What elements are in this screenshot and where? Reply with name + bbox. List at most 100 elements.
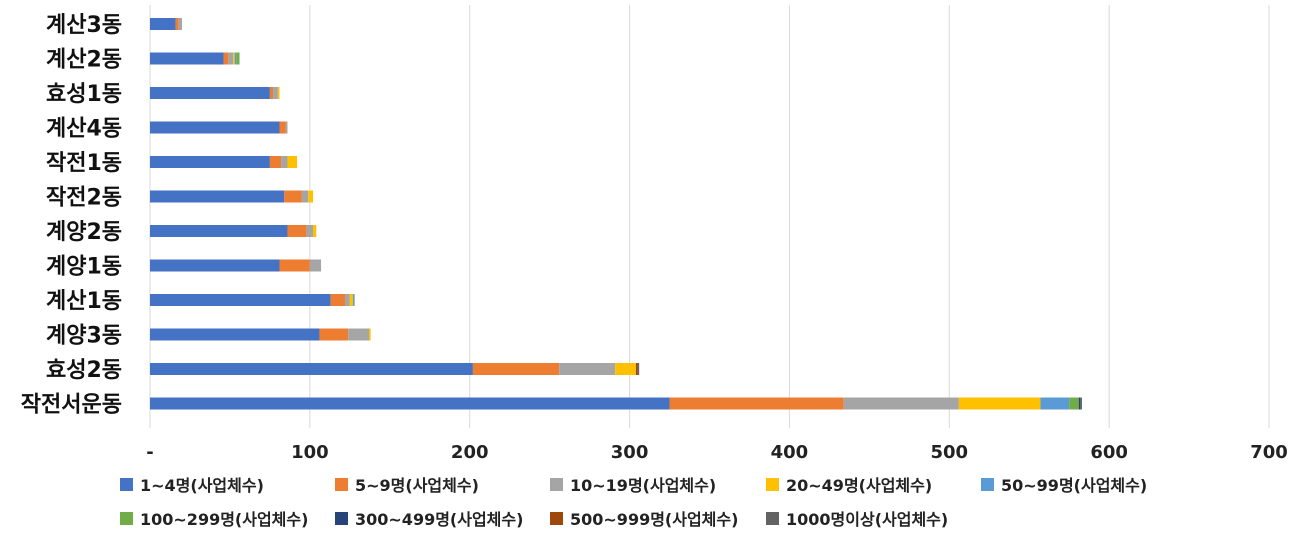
x-tick-label: 300 xyxy=(611,442,649,463)
bar-segment xyxy=(669,397,844,410)
bar-segment xyxy=(1078,397,1081,410)
category-label: 계산2동 xyxy=(46,48,122,73)
bar-chart: 계산3동계산2동효성1동계산4동작전1동작전2동계양2동계양1동계산1동계양3동… xyxy=(21,5,1288,463)
legend-row: 1~4명(사업체수) 5~9명(사업체수) 10~19명(사업체수) 20~49명(사… xyxy=(0,472,1301,498)
bar-segment xyxy=(236,52,240,65)
category-label: 계양2동 xyxy=(46,220,122,245)
bar-segment xyxy=(559,363,616,375)
x-tick-labels: - 100 200 300 400 500 600 700 xyxy=(146,442,1288,463)
bar-segment xyxy=(150,225,288,237)
bar-segment xyxy=(233,52,235,65)
bar-segment xyxy=(615,363,636,375)
category-label: 작전1동 xyxy=(46,151,122,176)
bar-segment xyxy=(279,259,310,272)
bar-segment xyxy=(1080,397,1082,410)
legend-swatch xyxy=(120,511,133,525)
bar-segment xyxy=(150,294,331,306)
bar-segment xyxy=(309,259,322,272)
bar-segment xyxy=(348,328,370,341)
bar-segment xyxy=(269,156,282,168)
bar-segment xyxy=(150,363,473,375)
x-tick-label: 600 xyxy=(1090,442,1128,463)
x-tick-label: 200 xyxy=(451,442,489,463)
bar-segment xyxy=(958,397,1041,410)
bar-segment xyxy=(150,156,270,168)
legend-item: 500~999명(사업체수) xyxy=(550,506,738,530)
category-label: 계양1동 xyxy=(46,255,122,280)
bar-segment xyxy=(301,190,309,203)
bar-segment xyxy=(281,156,288,168)
bar-segment xyxy=(472,363,560,375)
bar-segment xyxy=(175,18,179,30)
bar-segment xyxy=(287,156,298,168)
bar-segment xyxy=(306,225,314,237)
category-labels: 계산3동계산2동효성1동계산4동작전1동작전2동계양2동계양1동계산1동계양3동… xyxy=(21,13,122,418)
legend-swatch xyxy=(335,477,348,491)
bar-segment xyxy=(228,52,234,65)
bar-segment xyxy=(150,52,224,65)
bar-segment xyxy=(1069,397,1079,410)
category-label: 계산1동 xyxy=(46,289,122,314)
bar-segment xyxy=(635,363,638,375)
legend-label: 500~999명(사업체수) xyxy=(570,510,739,529)
legend-label: 1~4명(사업체수) xyxy=(140,476,264,495)
legend-item: 20~49명(사업체수) xyxy=(766,472,932,496)
bars xyxy=(150,18,1082,410)
bar-segment xyxy=(1040,397,1070,410)
x-tick-label: 400 xyxy=(771,442,809,463)
bar-segment xyxy=(349,294,354,306)
bar-segment xyxy=(150,328,320,341)
bar-segment xyxy=(279,121,286,134)
legend-swatch xyxy=(766,477,779,491)
legend-item: 300~499명(사업체수) xyxy=(335,506,523,530)
bar-segment xyxy=(178,18,182,30)
bar-segment xyxy=(150,190,285,203)
legend-swatch xyxy=(120,477,133,491)
legend-item: 100~299명(사업체수) xyxy=(120,506,308,530)
bar-segment xyxy=(313,225,317,237)
bar-segment xyxy=(353,294,355,306)
category-label: 계산3동 xyxy=(46,13,122,38)
bar-segment xyxy=(285,121,288,134)
bar-segment xyxy=(637,363,640,375)
x-tick-label: - xyxy=(146,442,153,463)
legend-label: 10~19명(사업체수) xyxy=(570,476,717,495)
bar-segment xyxy=(345,294,350,306)
legend-swatch xyxy=(766,511,779,525)
legend-label: 300~499명(사업체수) xyxy=(355,510,524,529)
bar-segment xyxy=(308,190,314,203)
legend-label: 1000명이상(사업체수) xyxy=(786,510,949,529)
legend-item: 5~9명(사업체수) xyxy=(335,472,479,496)
bar-segment xyxy=(150,18,176,30)
legend-label: 100~299명(사업체수) xyxy=(140,510,309,529)
legend-item: 1000명이상(사업체수) xyxy=(766,506,948,530)
bar-segment xyxy=(150,121,280,134)
bar-segment xyxy=(273,87,278,99)
category-label: 효성1동 xyxy=(46,82,122,107)
bar-segment xyxy=(269,87,274,99)
bar-segment xyxy=(150,87,270,99)
category-label: 계산4동 xyxy=(46,117,122,142)
gridlines xyxy=(149,5,1270,428)
category-label: 계양3동 xyxy=(46,324,122,349)
x-tick-label: 100 xyxy=(291,442,329,463)
legend-swatch xyxy=(981,477,994,491)
category-label: 작전2동 xyxy=(46,186,122,211)
legend-row: 100~299명(사업체수) 300~499명(사업체수) 500~999명(사업체… xyxy=(0,506,1301,532)
legend-item: 50~99명(사업체수) xyxy=(981,472,1147,496)
x-tick-label: 700 xyxy=(1250,442,1288,463)
bar-segment xyxy=(319,328,349,341)
bar-segment xyxy=(287,225,307,237)
bar-segment xyxy=(330,294,346,306)
x-tick-label: 500 xyxy=(930,442,968,463)
bar-segment xyxy=(223,52,229,65)
legend-label: 5~9명(사업체수) xyxy=(355,476,479,495)
bar-segment xyxy=(284,190,302,203)
bar-segment xyxy=(369,328,371,341)
category-label: 작전서운동 xyxy=(21,393,122,418)
bar-segment xyxy=(150,259,280,272)
legend-label: 20~49명(사업체수) xyxy=(786,476,933,495)
category-label: 효성2동 xyxy=(46,358,122,383)
bar-segment xyxy=(234,52,237,65)
legend-item: 10~19명(사업체수) xyxy=(550,472,716,496)
